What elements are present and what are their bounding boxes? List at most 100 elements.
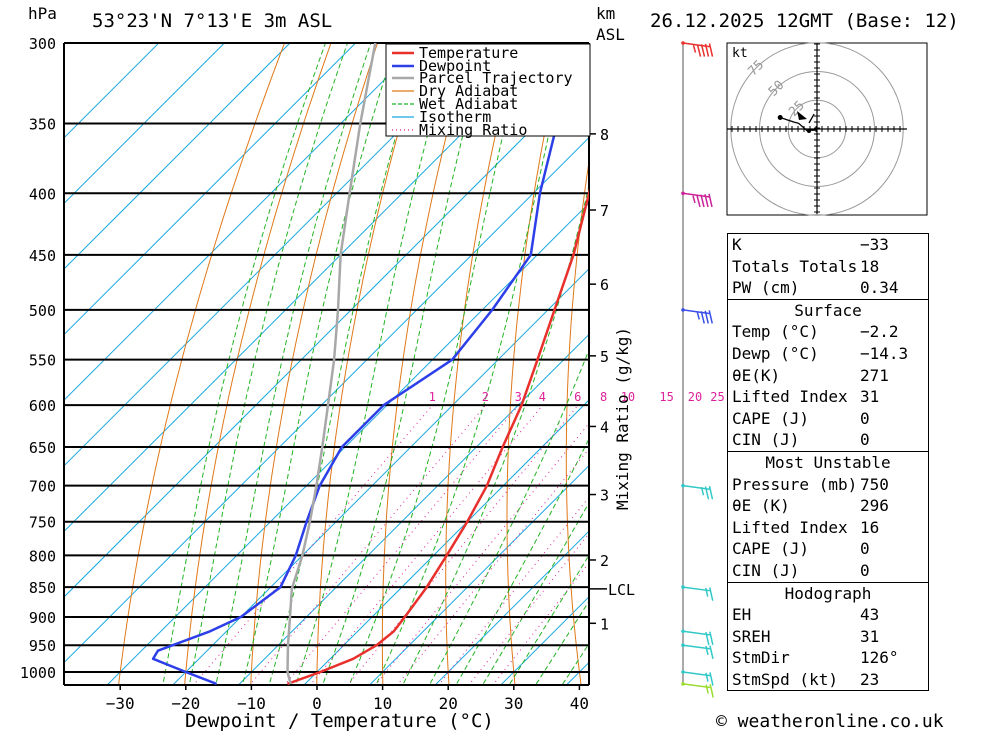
datetime-title: 26.12.2025 12GMT (Base: 12) — [650, 10, 959, 32]
wet-adiabat-line — [508, 554, 589, 685]
x-tick-label: 40 — [570, 694, 589, 713]
hodograph-section: Hodograph EH 43 SREH 31 StmDir 126° StmSpd … — [728, 581, 928, 691]
legend-temperature: Temperature — [419, 44, 518, 62]
wet-adiabat-line — [215, 43, 372, 685]
profile-temperature — [286, 187, 589, 685]
wind-barb — [681, 682, 714, 698]
surface-dewp: Dewp (°C) −14.3 — [732, 343, 909, 363]
index-totals-totals: Totals Totals 18 — [732, 256, 880, 276]
hodograph-start-point — [807, 129, 811, 133]
storm-motion-arrowhead — [797, 111, 807, 120]
pressure-tick-label: 400 — [29, 185, 56, 203]
km-tick-label: 6 — [600, 276, 609, 294]
legend-isotherm: Isotherm — [419, 108, 491, 126]
wind-barb — [681, 41, 714, 57]
dry-adiabat-line — [935, 0, 1000, 697]
mixing-ratio-line — [192, 404, 433, 685]
hodo-stmspd: StmSpd (kt) 23 — [732, 669, 880, 689]
surface-theta-e: θE(K) 271 — [732, 365, 889, 385]
asl-label: ASL — [596, 25, 625, 44]
hodo-eh: EH 43 — [732, 605, 880, 625]
pressure-tick-label: 700 — [29, 478, 56, 496]
profile-parcel-trajectory — [286, 43, 377, 685]
isotherm-line — [434, 530, 589, 685]
surface-lifted-index: Lifted Index 31 — [732, 387, 880, 407]
mixing-ratio-label: 20 — [688, 390, 702, 404]
x-tick-label: −10 — [237, 694, 266, 713]
pressure-tick-label: 450 — [29, 247, 56, 265]
isotherm-line — [303, 399, 589, 685]
mixing-ratio-label: 3 — [515, 390, 522, 404]
surface-cin: CIN (J) 0 — [732, 430, 870, 450]
hodo-sreh: SREH 31 — [732, 626, 880, 646]
km-tick-label: 5 — [600, 348, 609, 366]
mixing-ratio-label: 8 — [600, 390, 607, 404]
mixing-ratio-label: 15 — [659, 390, 673, 404]
isotherm-line — [64, 43, 160, 139]
mixing-ratio-label: 25 — [710, 390, 724, 404]
wind-barb — [681, 308, 713, 324]
mixing-ratio-axis-title: Mixing Ratio (g/kg) — [613, 327, 632, 510]
surface-title: Surface — [794, 300, 862, 320]
legend-parcel: Parcel Trajectory — [419, 69, 573, 87]
legend-dry-adiabat: Dry Adiabat — [419, 82, 518, 100]
wet-adiabat-line — [375, 43, 571, 685]
km-tick-label: 7 — [600, 202, 609, 220]
x-axis-title: Dewpoint / Temperature (°C) — [185, 710, 494, 732]
mixing-ratio-label: 1 — [429, 390, 436, 404]
km-tick-label: 8 — [600, 126, 609, 144]
index-k: K −33 — [732, 235, 889, 254]
mixing-ratio-line — [492, 562, 589, 685]
profile-lines — [151, 43, 589, 685]
isotherm-line — [64, 43, 357, 336]
legend: Temperature Dewpoint Parcel Trajectory D… — [385, 43, 591, 139]
wet-adiabat-line — [162, 43, 327, 685]
isobar-lines — [63, 42, 590, 686]
mu-theta-e: θE (K) 296 — [732, 496, 889, 516]
km-tick-label: 4 — [600, 418, 609, 436]
surface-temp: Temp (°C) −2.2 — [732, 322, 899, 342]
dry-adiabat-line — [982, 0, 1000, 697]
km-tick-label: 1 — [600, 615, 609, 633]
x-tick-label: 30 — [504, 694, 523, 713]
isotherm-line — [237, 333, 589, 685]
isotherm-line — [106, 202, 589, 685]
copyright: © weatheronline.co.uk — [716, 711, 944, 732]
wind-barb — [681, 629, 714, 646]
pressure-tick-label: 750 — [29, 514, 56, 532]
legend-dewpoint: Dewpoint — [419, 57, 491, 75]
wet-adiabat-line — [188, 43, 349, 685]
most-unstable-section: Most Unstable Pressure (mb) 750 θE (K) 296… — [728, 450, 928, 582]
dry-adiabat-line — [184, 43, 332, 685]
pressure-tick-label: 850 — [29, 579, 56, 597]
isotherm-line — [368, 464, 589, 685]
isotherm-line — [172, 268, 589, 685]
x-tick-label: −20 — [171, 694, 200, 713]
storm-motion-arrow — [808, 113, 815, 124]
mixing-ratio-line — [283, 404, 519, 685]
pressure-tick-label: 650 — [29, 439, 56, 457]
wet-adiabat-line — [321, 43, 488, 685]
location-title: 53°23'N 7°13'E 3m ASL — [92, 10, 332, 32]
legend-mixing-ratio: Mixing Ratio — [419, 121, 527, 139]
hodo-stmdir: StmDir 126° — [732, 648, 899, 668]
wind-barb — [681, 483, 714, 500]
surface-cape: CAPE (J) 0 — [732, 408, 870, 428]
index-pw: PW (cm) 0.34 — [732, 278, 899, 298]
isotherm-line — [64, 43, 226, 205]
km-tick-label: 2 — [600, 552, 609, 570]
hodograph-title: Hodograph — [784, 583, 872, 603]
mixing-ratio-label: 2 — [482, 390, 489, 404]
axis-labels: 1 2 3 4 6 8 10 15 20 2530035040045050055060065070… — [20, 35, 725, 713]
km-label: km — [596, 4, 615, 23]
most-unstable-title: Most Unstable — [765, 452, 891, 472]
mixing-ratio-label: 4 — [539, 390, 546, 404]
wind-barb — [681, 585, 714, 601]
lcl-label: LCL — [608, 581, 635, 599]
hpa-label: hPa — [28, 4, 57, 23]
pressure-tick-label: 550 — [29, 352, 56, 370]
pressure-tick-label: 900 — [29, 609, 56, 627]
pressure-tick-label: 950 — [29, 637, 56, 655]
